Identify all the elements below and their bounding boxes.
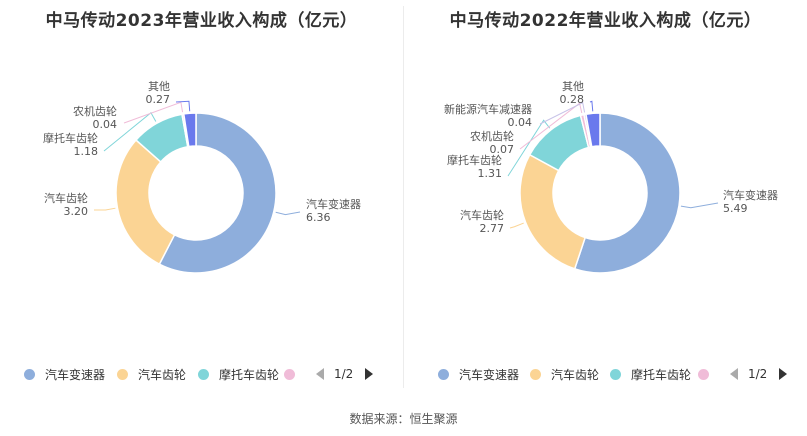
donut-slice-0[interactable] — [158, 112, 277, 274]
legend: 汽车变速器 汽车齿轮 摩托车齿轮 1/2 — [404, 364, 807, 384]
legend-dot — [530, 368, 541, 380]
leader-line — [519, 102, 583, 150]
legend-item-transmission[interactable]: 汽车变速器 — [438, 364, 519, 384]
legend-label: 摩托车齿轮 — [219, 367, 280, 382]
slice-value: 6.36 — [306, 211, 331, 224]
leader-line — [93, 207, 116, 211]
leader-line — [507, 119, 551, 177]
slice-label: 农机齿轮 — [470, 129, 514, 143]
leader-line — [123, 101, 184, 124]
legend-dot — [438, 368, 449, 380]
chart-title: 中马传动2023年营业收入构成（亿元） — [45, 11, 358, 31]
legend: 汽车变速器 汽车齿轮 摩托车齿轮 1/2 — [0, 364, 403, 384]
slice-value: 0.07 — [490, 143, 515, 156]
slice-value: 0.28 — [560, 93, 585, 106]
legend-dot — [198, 368, 209, 380]
legend-item-gear[interactable]: 汽车齿轮 — [117, 364, 186, 384]
donut-slice-5[interactable] — [585, 112, 601, 148]
legend-label: 汽车变速器 — [459, 367, 520, 382]
slice-label: 摩托车齿轮 — [43, 131, 98, 145]
legend-item-agri-gear[interactable] — [284, 364, 305, 384]
legend-dot — [284, 368, 295, 380]
donut-slice-4[interactable] — [182, 112, 197, 148]
legend-dot — [117, 368, 128, 380]
legend-item-gear[interactable]: 汽车齿轮 — [530, 364, 599, 384]
slice-value: 2.77 — [480, 222, 505, 235]
slice-label: 农机齿轮 — [73, 104, 117, 118]
slice-label: 汽车变速器 — [306, 197, 361, 211]
slice-value: 5.49 — [723, 202, 748, 215]
legend-item-motorcycle-gear[interactable]: 摩托车齿轮 — [610, 364, 691, 384]
page-prev-icon[interactable] — [730, 368, 738, 380]
chart-title: 中马传动2022年营业收入构成（亿元） — [449, 11, 762, 31]
page-indicator: 1/2 — [748, 367, 768, 381]
legend-dot — [698, 368, 709, 380]
page-next-icon[interactable] — [779, 368, 788, 380]
data-source: 数据来源：恒生聚源 — [349, 412, 458, 426]
page-prev-icon[interactable] — [316, 368, 324, 380]
legend-pager: 1/2 — [316, 364, 374, 384]
leader-line — [680, 202, 719, 209]
legend-label: 汽车齿轮 — [138, 367, 187, 382]
legend-dot — [610, 368, 621, 380]
leader-line — [509, 222, 524, 229]
divider — [403, 6, 404, 388]
donut-slice-0[interactable] — [573, 112, 681, 274]
slice-value: 1.31 — [478, 167, 503, 180]
donut-slice-1[interactable] — [115, 138, 176, 266]
slice-label: 汽车变速器 — [723, 188, 778, 202]
legend-label: 汽车变速器 — [45, 367, 106, 382]
legend-item-transmission[interactable]: 汽车变速器 — [24, 364, 105, 384]
slice-label: 汽车齿轮 — [460, 208, 504, 222]
slice-label: 新能源汽车减速器 — [444, 102, 532, 116]
leader-line — [275, 211, 301, 216]
legend-item-agri-gear[interactable] — [698, 364, 719, 384]
slice-label: 摩托车齿轮 — [447, 153, 502, 167]
slice-value: 0.27 — [146, 93, 171, 106]
slice-label: 汽车齿轮 — [44, 191, 88, 205]
legend-label: 汽车齿轮 — [551, 367, 600, 382]
legend-dot — [24, 368, 35, 380]
legend-pager: 1/2 — [730, 364, 788, 384]
chart-panel-2022: 中马传动2022年营业收入构成（亿元） 汽车变速器 5.49 汽车齿轮 2.77 摩托车… — [404, 0, 807, 395]
chart-panel-2023: 中马传动2023年营业收入构成（亿元） 汽车变速器 6.36 汽车齿轮 3.20 摩托车… — [0, 0, 403, 395]
slice-value: 1.18 — [74, 145, 99, 158]
leader-line — [589, 100, 594, 112]
slice-label: 其他 — [562, 80, 584, 93]
slice-value: 0.04 — [93, 118, 118, 131]
legend-label: 摩托车齿轮 — [631, 367, 692, 382]
leader-line — [539, 101, 586, 125]
slice-value: 0.04 — [508, 116, 533, 129]
page-next-icon[interactable] — [365, 368, 374, 380]
legend-item-motorcycle-gear[interactable]: 摩托车齿轮 — [198, 364, 279, 384]
page-indicator: 1/2 — [334, 367, 354, 381]
leader-line — [175, 100, 191, 112]
slice-value: 3.20 — [64, 205, 89, 218]
donut-slice-1[interactable] — [519, 153, 587, 270]
slice-label: 其他 — [148, 80, 170, 93]
